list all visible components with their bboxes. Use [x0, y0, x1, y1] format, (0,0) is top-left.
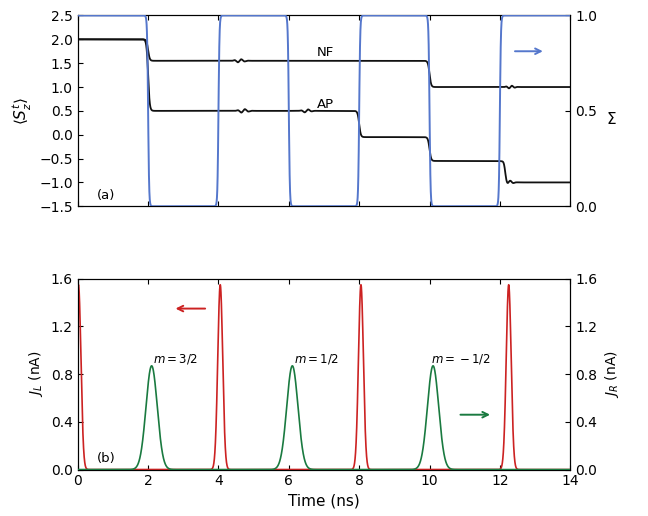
- Text: $m=3/2$: $m=3/2$: [154, 352, 199, 366]
- Y-axis label: $\langle S_z^t \rangle$: $\langle S_z^t \rangle$: [10, 96, 34, 125]
- Text: (b): (b): [97, 453, 116, 465]
- Text: $m=1/2$: $m=1/2$: [294, 352, 340, 366]
- Y-axis label: $\Sigma$: $\Sigma$: [606, 111, 616, 127]
- Text: $m=-1/2$: $m=-1/2$: [432, 352, 491, 366]
- Y-axis label: $J_R$ (nA): $J_R$ (nA): [603, 350, 621, 398]
- X-axis label: Time (ns): Time (ns): [288, 494, 360, 509]
- Text: AP: AP: [317, 99, 334, 111]
- Text: NF: NF: [317, 46, 334, 59]
- Text: (a): (a): [97, 189, 115, 202]
- Y-axis label: $J_L$ (nA): $J_L$ (nA): [27, 351, 45, 397]
